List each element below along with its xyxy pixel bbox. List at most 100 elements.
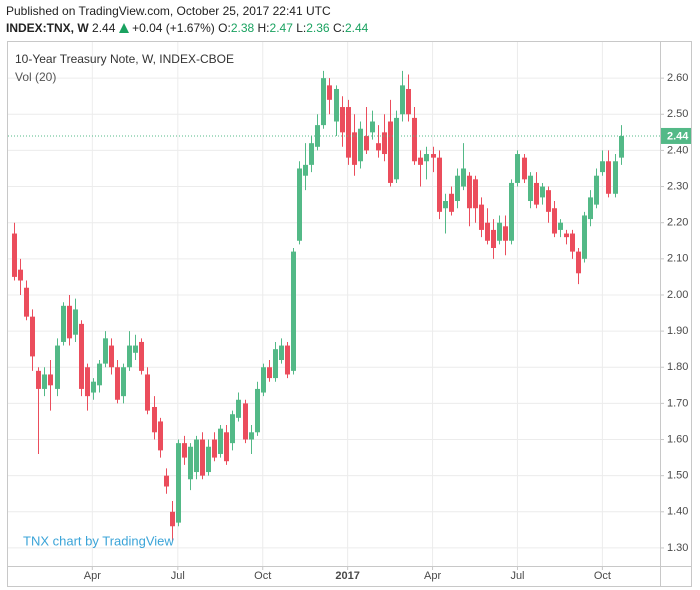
x-tick-label: Jul: [510, 570, 524, 582]
candle-body: [109, 345, 114, 368]
open: 2.38: [230, 21, 255, 35]
x-tick-label: Apr: [84, 570, 101, 582]
candle-body: [164, 475, 169, 487]
y-tick-label: 1.40: [667, 506, 688, 518]
candle-body: [236, 399, 241, 418]
candle-body: [103, 338, 108, 364]
y-tick-label: 1.30: [667, 542, 688, 554]
watermark: TNX chart by TradingView: [23, 533, 174, 548]
candle-body: [321, 78, 326, 126]
y-tick-label: 1.60: [667, 433, 688, 445]
candle-body: [224, 432, 229, 462]
x-tick-label: Jul: [171, 570, 185, 582]
candle-body: [73, 309, 78, 335]
symbol: INDEX:TNX, W: [6, 21, 89, 35]
candle-body: [528, 175, 533, 202]
candle-body: [309, 143, 314, 165]
chart-subtitle: Vol (20): [15, 70, 56, 84]
candle-body: [303, 164, 308, 176]
candle-body: [42, 374, 47, 389]
candle-body: [334, 88, 339, 122]
candle-body: [285, 345, 290, 375]
candle-body: [485, 222, 490, 241]
candle-body: [18, 269, 23, 281]
y-tick-label: 1.50: [667, 470, 688, 482]
candle-body: [346, 107, 351, 158]
candle-body: [218, 428, 223, 454]
last: 2.44: [92, 21, 116, 35]
y-tick-label: 2.20: [667, 217, 688, 229]
open-label: O:: [218, 21, 231, 35]
candle-body: [97, 363, 102, 386]
candle-body: [261, 367, 266, 393]
candle-body: [582, 215, 587, 259]
candle-body: [576, 251, 581, 274]
candle-body: [364, 135, 369, 151]
candle-body: [212, 439, 217, 458]
x-tick-label: Oct: [254, 570, 271, 582]
candle-body: [600, 161, 605, 173]
candle-body: [67, 305, 72, 339]
y-tick-label: 1.80: [667, 361, 688, 373]
candle-body: [12, 233, 17, 277]
up-arrow: [118, 23, 129, 33]
candle-body: [455, 175, 460, 202]
candle-body: [503, 226, 508, 241]
candle-body: [206, 446, 211, 473]
y-tick-label: 2.40: [667, 144, 688, 156]
candle-body: [194, 439, 199, 473]
candle-body: [340, 107, 345, 133]
candle-body: [461, 168, 466, 187]
header: Published on TradingView.com, October 25…: [6, 3, 368, 37]
candles: [12, 70, 624, 541]
candle-body: [515, 154, 520, 183]
candle-body: [558, 222, 563, 230]
x-tick-label: 2017: [335, 570, 359, 582]
low: 2.36: [306, 21, 330, 35]
candle-body: [388, 121, 393, 183]
candle-body: [546, 190, 551, 212]
last-price-label: 2.44: [667, 130, 689, 142]
candle-body: [613, 161, 618, 194]
candle-body: [406, 88, 411, 115]
candle-body: [570, 233, 575, 252]
high-label: H:: [257, 21, 270, 35]
chart-title: 10-Year Treasury Note, W, INDEX-CBOE: [15, 52, 234, 66]
candle-body: [279, 345, 284, 361]
published: Published on TradingView.com, October 25…: [6, 4, 331, 18]
candle-body: [534, 182, 539, 205]
candle-body: [606, 161, 611, 194]
frame: [7, 41, 692, 587]
change: +0.04 (+1.67%): [132, 21, 215, 35]
candle-body: [249, 432, 254, 440]
candle-body: [121, 367, 126, 397]
candle-body: [230, 414, 235, 444]
candle-body: [522, 157, 527, 180]
candle-body: [79, 323, 84, 389]
candle-body: [267, 367, 272, 379]
candle-body: [352, 132, 357, 165]
candle-body: [291, 251, 296, 371]
candle-body: [115, 367, 120, 400]
candle-body: [297, 168, 302, 241]
y-tick-label: 1.70: [667, 397, 688, 409]
candle-body: [188, 446, 193, 480]
candle-body: [24, 287, 29, 317]
candle-body: [540, 186, 545, 198]
candle-body: [467, 175, 472, 209]
candle-body: [358, 128, 363, 162]
candle-body: [473, 179, 478, 209]
candle-body: [85, 367, 90, 397]
candle-body: [55, 345, 60, 389]
y-tick-label: 2.00: [667, 289, 688, 301]
candle-body: [30, 316, 35, 357]
candle-body: [588, 197, 593, 220]
candle-body: [376, 143, 381, 151]
candle-body: [619, 135, 624, 158]
candle-body: [243, 403, 248, 440]
close: 2.44: [344, 21, 369, 35]
candle-body: [61, 305, 66, 342]
candle-body: [497, 222, 502, 241]
candle-body: [273, 349, 278, 379]
y-tick-label: 2.50: [667, 108, 688, 120]
